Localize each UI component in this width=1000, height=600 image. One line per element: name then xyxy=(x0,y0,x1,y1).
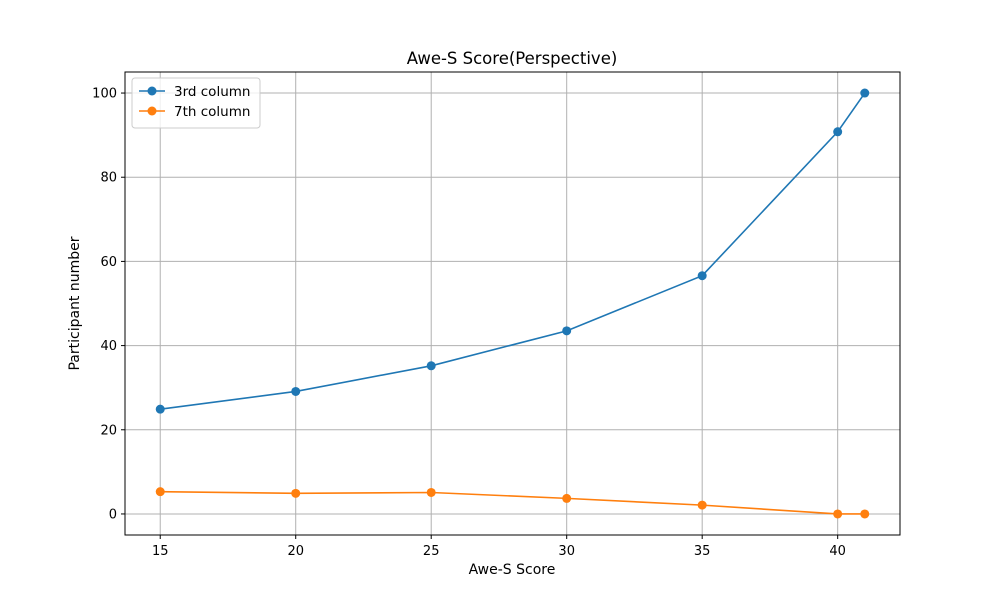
chart-title: Awe-S Score(Perspective) xyxy=(407,49,618,68)
data-point xyxy=(426,487,436,497)
y-tick-label: 80 xyxy=(100,171,117,186)
grid-lines xyxy=(125,72,900,535)
plot-area-frame xyxy=(124,71,901,536)
series-line xyxy=(160,92,866,410)
data-point xyxy=(291,386,301,396)
series-1 xyxy=(155,88,870,414)
x-tick-label: 20 xyxy=(287,544,304,559)
legend: 3rd column 7th column xyxy=(131,77,261,129)
data-point xyxy=(833,509,843,519)
y-tick-label: 100 xyxy=(92,87,117,102)
data-point xyxy=(155,487,165,497)
legend-label: 7th column xyxy=(174,104,250,120)
x-tick-label: 25 xyxy=(423,544,440,559)
x-tick-label: 40 xyxy=(829,544,846,559)
x-tick-label: 15 xyxy=(152,544,169,559)
legend-marker xyxy=(147,106,157,116)
data-point xyxy=(291,488,301,498)
data-point xyxy=(697,271,707,281)
series-2 xyxy=(155,487,870,519)
legend-marker xyxy=(147,86,157,96)
data-point xyxy=(155,404,165,414)
legend-item: 3rd column xyxy=(139,84,250,100)
legend-label: 3rd column xyxy=(174,84,250,100)
axis-ticks: 15 20 25 30 35 40 0 20 40 60 80 100 xyxy=(92,87,846,559)
y-tick-label: 60 xyxy=(100,255,117,270)
data-point xyxy=(562,326,572,336)
data-point xyxy=(562,493,572,503)
y-tick-label: 0 xyxy=(109,507,117,522)
data-point xyxy=(426,361,436,371)
data-point xyxy=(860,88,870,98)
series-lines xyxy=(155,88,870,519)
legend-item: 7th column xyxy=(139,104,250,120)
x-tick-label: 35 xyxy=(694,544,711,559)
series-line xyxy=(160,490,865,515)
x-tick-label: 30 xyxy=(558,544,575,559)
y-axis-label: Participant number xyxy=(67,236,83,370)
data-point xyxy=(860,509,870,519)
y-tick-label: 40 xyxy=(100,339,117,354)
data-point xyxy=(833,127,843,137)
data-point xyxy=(697,500,707,510)
y-tick-label: 20 xyxy=(100,423,117,438)
x-axis-label: Awe-S Score xyxy=(469,562,556,578)
